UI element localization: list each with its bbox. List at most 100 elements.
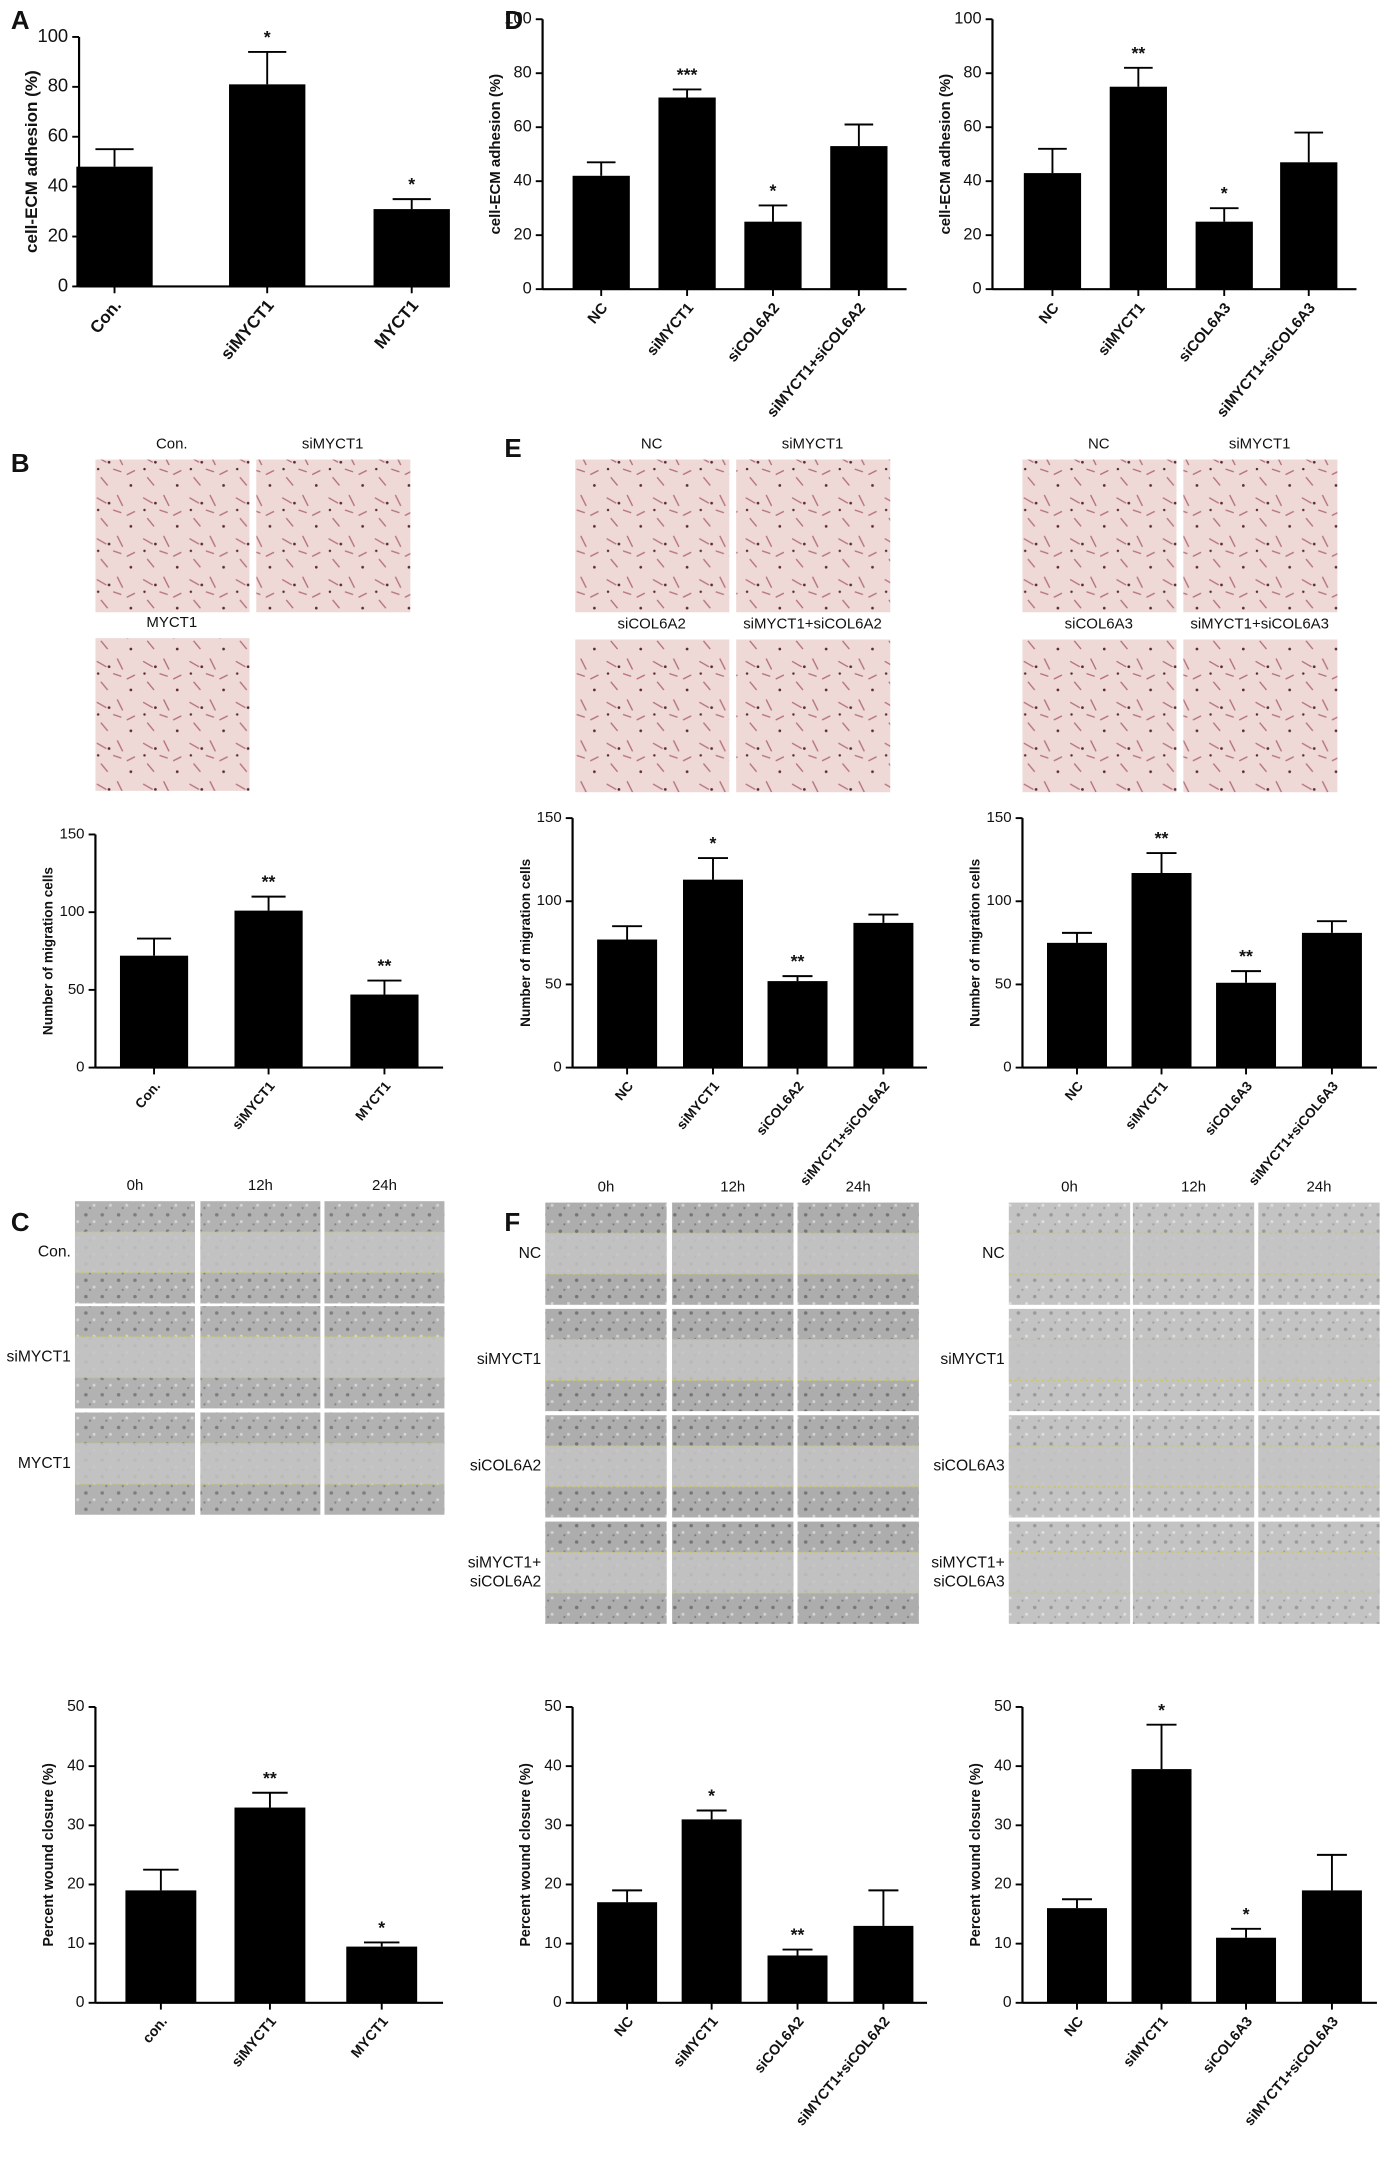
y-tick-label: 80 — [963, 64, 981, 82]
y-tick-label: 0 — [972, 279, 981, 297]
y-axis-label: Number of migration cells — [41, 867, 56, 1035]
error-bar — [868, 913, 899, 923]
y-tick-label: 60 — [513, 118, 531, 136]
wound-gap — [74, 1443, 195, 1485]
y-tick-label: 100 — [37, 25, 68, 46]
row-label: siMYCT1 — [940, 1351, 1004, 1368]
y-tick-label: 80 — [513, 64, 531, 82]
y-tick-label: 0 — [553, 1059, 561, 1076]
bar — [1216, 982, 1277, 1068]
row-label: siCOL6A2 — [470, 1457, 541, 1474]
x-tick-label: siMYCT1+siCOL6A2 — [793, 2014, 893, 2129]
significance: * — [770, 181, 777, 201]
x-tick-label: siMYCT1+siCOL6A3 — [1242, 2014, 1342, 2129]
y-tick-label: 20 — [994, 1876, 1012, 1893]
x-tick-label: siCOL6A3 — [1200, 2014, 1256, 2077]
y-axis-label: Number of migration cells — [968, 858, 983, 1026]
y-tick-label: 20 — [544, 1876, 562, 1893]
bar — [1023, 173, 1082, 290]
bar — [1131, 872, 1192, 1068]
x-tick-label: NC — [612, 1078, 636, 1103]
x-tick-label: NC — [1062, 2014, 1088, 2040]
y-tick-label: 10 — [994, 1935, 1012, 1952]
bar — [597, 939, 658, 1068]
significance: * — [264, 27, 271, 47]
x-tick-label: siMYCT1+siCOL6A3 — [1246, 1078, 1342, 1188]
error-bar — [1061, 1898, 1092, 1909]
row-label: NC — [982, 1245, 1005, 1262]
image-label: siCOL6A3 — [1065, 615, 1133, 632]
y-tick-label: 20 — [513, 225, 531, 243]
x-tick-label: MYCT1 — [352, 1078, 393, 1123]
error-bar — [1146, 852, 1177, 873]
x-tick-label: siMYCT1 — [1120, 2014, 1171, 2071]
wound-gap — [672, 1339, 794, 1381]
significance: * — [408, 174, 415, 194]
row-label: siCOL6A2 — [470, 1573, 541, 1590]
y-axis-label: Number of migration cells — [518, 858, 533, 1026]
panel-letter: D — [504, 7, 523, 35]
significance: ** — [791, 951, 805, 971]
bar — [350, 994, 419, 1068]
x-tick-label: siMYCT1 — [217, 296, 278, 363]
wound-gap — [1258, 1552, 1380, 1594]
wound-gap — [1258, 1339, 1380, 1381]
bar — [1301, 1890, 1362, 2003]
x-tick-label: siMYCT1+siCOL6A2 — [797, 1078, 893, 1188]
panel-letter: B — [11, 450, 30, 478]
panel-letter: F — [504, 1209, 520, 1237]
y-tick-label: 50 — [68, 981, 85, 998]
time-label: 12h — [248, 1177, 273, 1194]
x-tick-label: siCOL6A3 — [1175, 300, 1234, 366]
error-bar — [252, 1791, 288, 1808]
error-bar — [782, 975, 813, 982]
error-bar — [1061, 931, 1092, 943]
y-tick-label: 50 — [994, 1698, 1012, 1715]
y-tick-label: 100 — [504, 10, 531, 28]
bar — [853, 922, 914, 1068]
wound-gap — [672, 1233, 794, 1275]
wound-gap — [1132, 1445, 1255, 1487]
error-bar — [248, 50, 287, 85]
time-label: 0h — [1061, 1179, 1078, 1196]
wound-gap — [797, 1233, 919, 1275]
y-tick-label: 60 — [48, 125, 68, 146]
error-bar — [612, 1889, 643, 1903]
y-axis-label: Percent wound closure (%) — [41, 1763, 57, 1947]
micrograph — [95, 459, 250, 613]
time-label: 24h — [846, 1179, 871, 1196]
y-tick-label: 40 — [963, 172, 981, 190]
y-tick-label: 150 — [537, 809, 562, 826]
error-bar — [1038, 147, 1067, 174]
significance: ** — [262, 872, 276, 892]
bar — [234, 910, 303, 1068]
y-tick-label: 40 — [544, 1757, 562, 1774]
y-tick-label: 0 — [553, 1994, 562, 2011]
image-label: Con. — [156, 436, 188, 453]
error-bar — [367, 979, 402, 995]
error-bar — [586, 161, 616, 176]
row-label: siCOL6A3 — [933, 1573, 1005, 1590]
y-tick-label: 50 — [545, 975, 562, 992]
y-axis-label: Percent wound closure (%) — [518, 1763, 534, 1947]
row-label: siMYCT1 — [477, 1351, 541, 1368]
error-bar — [782, 1948, 813, 1956]
wound-gap — [200, 1336, 321, 1378]
wound-gap — [797, 1339, 919, 1381]
wound-gap — [545, 1339, 667, 1381]
micrograph — [1183, 459, 1338, 613]
wound-gap — [797, 1552, 919, 1594]
x-tick-label: siCOL6A3 — [1202, 1078, 1256, 1138]
row-label: siMYCT1 — [7, 1348, 71, 1365]
y-tick-label: 0 — [76, 1059, 84, 1076]
error-bar — [392, 198, 431, 210]
error-bar — [143, 1868, 179, 1891]
x-tick-label: siMYCT1+siCOL6A3 — [1214, 300, 1319, 421]
wound-gap — [1132, 1552, 1255, 1594]
x-tick-label: siMYCT1 — [229, 1078, 278, 1132]
y-tick-label: 50 — [995, 975, 1012, 992]
bar — [119, 955, 189, 1068]
wound-gap — [545, 1233, 667, 1275]
micrograph — [736, 639, 891, 793]
bar — [234, 1807, 306, 2003]
